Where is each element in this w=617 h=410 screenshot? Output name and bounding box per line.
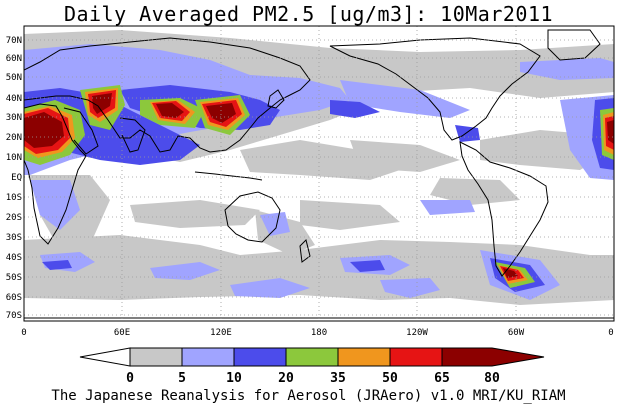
legend-break-label: 20 — [278, 371, 294, 386]
lat-label: 70S — [6, 311, 22, 321]
legend-swatch-0-5 — [79, 347, 131, 367]
north-america-outline — [329, 37, 541, 141]
legend-break-label: 50 — [382, 371, 398, 386]
lat-label: EQ — [11, 173, 22, 183]
indonesia-outline — [194, 171, 263, 181]
lon-label: 60E — [114, 328, 130, 338]
legend-break-label: 10 — [226, 371, 242, 386]
lat-label: 20N — [6, 133, 22, 143]
lon-label: 60W — [508, 328, 525, 338]
lat-label: 30N — [6, 113, 22, 123]
legend-break-label: 65 — [434, 371, 450, 386]
lon-label: 180 — [311, 328, 327, 338]
lon-label: 0 — [21, 328, 26, 338]
latitude-labels: 70N 60N 50N 40N 30N 20N 10N EQ 10S 20S 3… — [6, 36, 22, 321]
africa-outline — [24, 103, 87, 245]
legend-swatch-5-10 — [129, 347, 183, 367]
lat-label: 70N — [6, 36, 22, 46]
lat-label: 20S — [6, 213, 22, 223]
australia-outline — [224, 191, 281, 243]
lat-label: 40N — [6, 94, 22, 104]
lat-label: 10S — [6, 193, 22, 203]
legend-break-label: 5 — [178, 371, 186, 386]
longitude-labels: 0 60E 120E 180 120W 60W 0 — [21, 328, 613, 338]
lat-label: 50N — [6, 73, 22, 83]
lat-label: 10N — [6, 153, 22, 163]
legend-swatch-65-80 — [389, 347, 443, 367]
lat-label: 60S — [6, 293, 22, 303]
lon-label: 120E — [210, 328, 232, 338]
map-frame — [23, 25, 615, 322]
new-zealand-outline — [299, 239, 311, 263]
legend-swatch-20-35 — [233, 347, 287, 367]
lon-label: 120W — [406, 328, 428, 338]
legend-swatch-35-50 — [285, 347, 339, 367]
lat-label: 40S — [6, 253, 22, 263]
legend-swatch-50-65 — [337, 347, 391, 367]
lat-label: 60N — [6, 54, 22, 64]
footer-credit: The Japanese Reanalysis for Aerosol (JRA… — [51, 388, 566, 404]
color-legend — [79, 347, 545, 367]
legend-break-label: 80 — [484, 371, 500, 386]
page-title: Daily Averaged PM2.5 [ug/m3]: 10Mar2011 — [63, 2, 554, 26]
band-80-plus — [24, 93, 614, 278]
japan-outline — [267, 89, 285, 109]
lat-label: 30S — [6, 233, 22, 243]
lat-label: 50S — [6, 273, 22, 283]
lon-label: 0 — [608, 328, 613, 338]
india-outline — [119, 117, 146, 153]
eurasia-outline — [24, 37, 311, 153]
arabia-outline — [63, 107, 99, 155]
south-america-outline — [459, 141, 549, 277]
legend-break-label: 35 — [330, 371, 346, 386]
legend-swatch-80-plus — [441, 347, 545, 367]
legend-swatch-10-20 — [181, 347, 235, 367]
legend-break-label: 0 — [126, 371, 134, 386]
legend-labels: 0 5 10 20 35 50 65 80 — [126, 371, 500, 386]
